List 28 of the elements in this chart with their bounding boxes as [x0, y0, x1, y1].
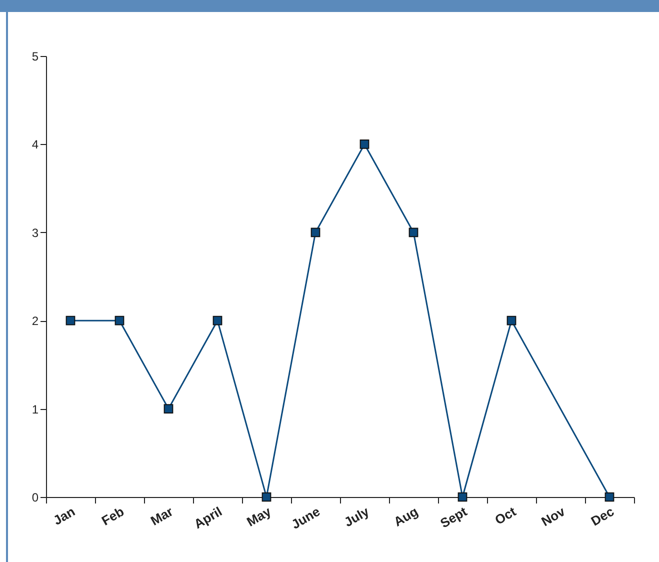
- x-tick-label: June: [288, 504, 322, 532]
- x-tick-label: May: [244, 503, 274, 530]
- point: [408, 228, 418, 238]
- y-tick-label: 0: [32, 490, 39, 504]
- x-tick-label: Mar: [148, 504, 176, 528]
- x-tick-label: Oct: [492, 503, 520, 528]
- x-tick-label: Jan: [50, 504, 78, 528]
- point: [114, 316, 124, 326]
- x-tick-label: July: [341, 503, 372, 530]
- x-tick-label: Dec: [588, 504, 616, 529]
- x-tick-label: Feb: [98, 504, 127, 528]
- point: [310, 228, 320, 238]
- point: [212, 316, 222, 326]
- x-tick-label: Sept: [438, 503, 470, 531]
- y-tick-label: 1: [32, 402, 39, 416]
- point: [360, 140, 370, 149]
- y-tick-label: 5: [32, 50, 39, 64]
- x-tick-label: Aug: [391, 504, 421, 530]
- point: [604, 492, 614, 502]
- point: [66, 316, 76, 326]
- y-tick-label: 4: [32, 138, 39, 152]
- point: [458, 492, 468, 502]
- point: [164, 404, 174, 414]
- point: [262, 492, 272, 502]
- x-tick-label: Nov: [538, 503, 568, 530]
- y-tick-label: 2: [32, 314, 39, 328]
- y-tick-label: 3: [32, 226, 39, 240]
- point: [506, 316, 516, 326]
